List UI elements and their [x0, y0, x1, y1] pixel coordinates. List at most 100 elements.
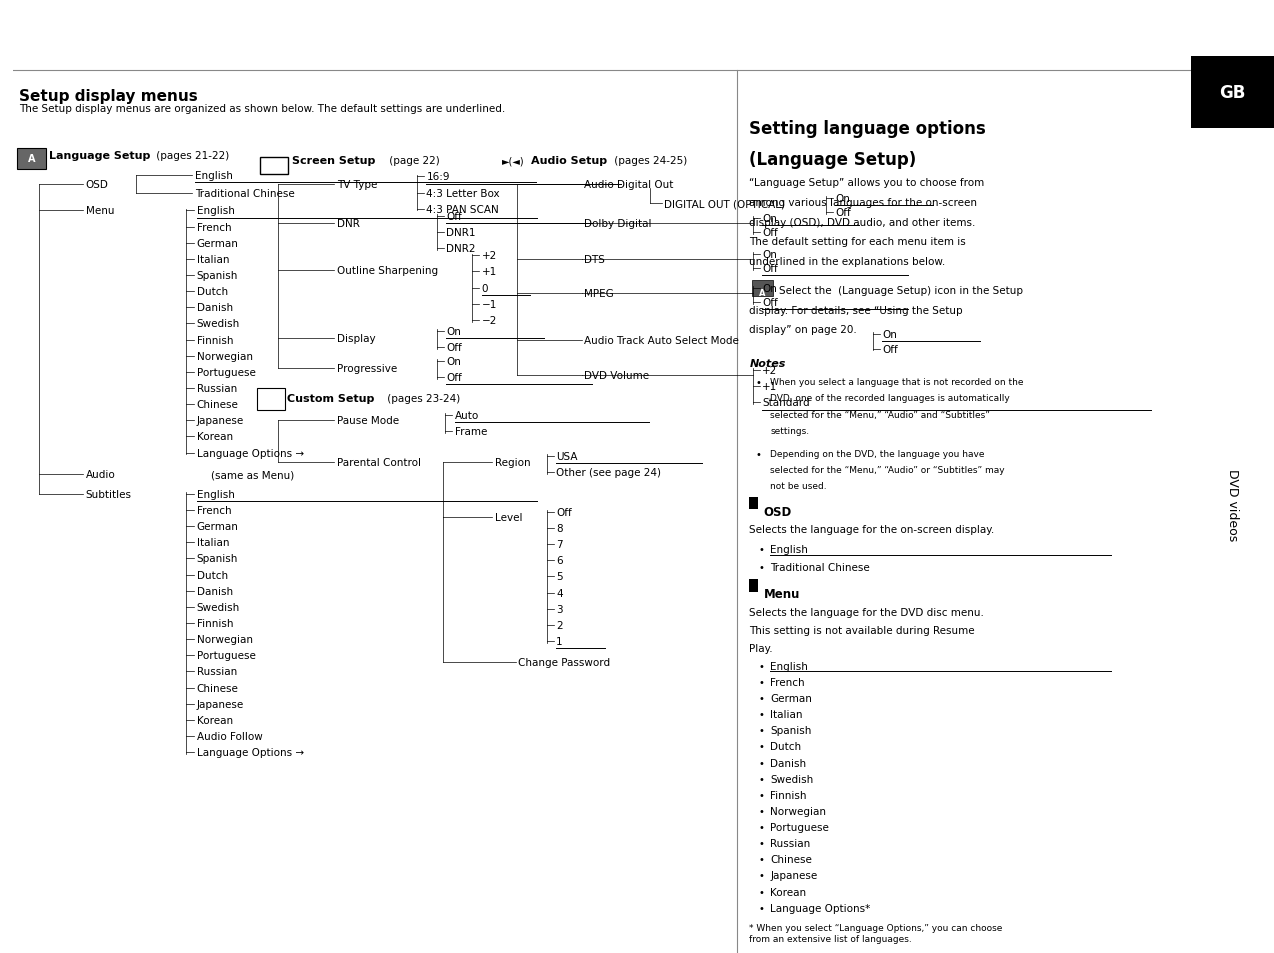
Text: Finnish: Finnish	[196, 618, 233, 628]
Text: “Language Setup” allows you to choose from: “Language Setup” allows you to choose fr…	[749, 178, 985, 188]
Text: 8: 8	[555, 523, 563, 534]
Text: underlined in the explanations below.: underlined in the explanations below.	[749, 257, 945, 267]
FancyBboxPatch shape	[752, 280, 773, 296]
Text: Off: Off	[555, 507, 572, 517]
Text: 16:9: 16:9	[427, 172, 450, 182]
Text: •: •	[759, 677, 764, 687]
Text: Audio Digital Out: Audio Digital Out	[585, 179, 674, 190]
Text: Language Options →: Language Options →	[196, 448, 303, 458]
Text: selected for the “Menu,” “Audio” and “Subtitles”: selected for the “Menu,” “Audio” and “Su…	[771, 410, 990, 419]
Text: English: English	[196, 489, 234, 499]
Text: Dutch: Dutch	[771, 741, 801, 752]
Text: Russian: Russian	[196, 667, 237, 677]
Text: Selects the language for the on-screen display.: Selects the language for the on-screen d…	[749, 525, 995, 535]
Text: •: •	[759, 693, 764, 703]
Text: •: •	[759, 871, 764, 881]
Text: 6: 6	[555, 556, 563, 566]
Text: Portuguese: Portuguese	[196, 651, 256, 660]
Text: On: On	[446, 326, 461, 336]
Text: Norwegian: Norwegian	[196, 635, 252, 644]
Text: GB: GB	[1219, 84, 1246, 102]
Text: not be used.: not be used.	[771, 482, 827, 491]
Text: Display: Display	[336, 334, 376, 343]
Text: −2: −2	[482, 315, 497, 326]
Text: This setting is not available during Resume: This setting is not available during Res…	[749, 625, 975, 635]
Text: On: On	[836, 193, 850, 204]
Text: 2: 2	[555, 620, 563, 630]
Text: ►(◄): ►(◄)	[502, 156, 525, 167]
Text: •: •	[759, 544, 764, 555]
Text: French: French	[771, 677, 805, 687]
Text: Finnish: Finnish	[771, 790, 806, 800]
Text: Traditional Chinese: Traditional Chinese	[771, 562, 870, 573]
Text: On: On	[446, 356, 461, 367]
Text: 7: 7	[555, 539, 563, 550]
Text: German: German	[196, 238, 238, 249]
Text: Off: Off	[446, 373, 462, 383]
Text: DVD videos: DVD videos	[1226, 469, 1240, 541]
Bar	[260, 157, 288, 174]
Text: DTS: DTS	[585, 254, 605, 265]
Text: On: On	[762, 250, 777, 259]
Text: Off: Off	[762, 264, 778, 274]
Text: Korean: Korean	[771, 886, 806, 897]
Text: English: English	[771, 661, 809, 671]
Text: •: •	[759, 822, 764, 832]
Text: Swedish: Swedish	[196, 602, 240, 612]
Text: A: A	[28, 153, 36, 163]
Text: Language Options*: Language Options*	[771, 902, 870, 913]
Text: 4: 4	[555, 588, 563, 598]
Text: OSD: OSD	[763, 505, 791, 518]
Text: Italian: Italian	[196, 254, 229, 265]
Text: Italian: Italian	[196, 537, 229, 548]
Text: Audio Track Auto Select Mode: Audio Track Auto Select Mode	[585, 335, 739, 345]
Text: Selects the language for the DVD disc menu.: Selects the language for the DVD disc me…	[749, 607, 984, 618]
Text: (pages 21-22): (pages 21-22)	[153, 152, 229, 161]
Text: Language Setup: Language Setup	[50, 152, 150, 161]
Text: Japanese: Japanese	[196, 416, 243, 426]
Text: •: •	[759, 741, 764, 752]
Text: Select the  (Language Setup) icon in the Setup: Select the (Language Setup) icon in the …	[778, 286, 1023, 295]
Text: Russian: Russian	[196, 384, 237, 394]
Text: among various languages for the on-screen: among various languages for the on-scree…	[749, 198, 977, 208]
Text: Portuguese: Portuguese	[771, 822, 829, 832]
Text: Auto: Auto	[455, 411, 479, 420]
Text: +2: +2	[762, 366, 777, 375]
Text: •: •	[759, 562, 764, 573]
Text: Italian: Italian	[771, 709, 803, 720]
Text: Chinese: Chinese	[196, 399, 238, 410]
Text: •: •	[759, 725, 764, 736]
Text: (same as Menu): (same as Menu)	[210, 470, 294, 479]
Text: On: On	[883, 330, 897, 340]
Text: (pages 23-24): (pages 23-24)	[383, 394, 460, 404]
Text: Danish: Danish	[196, 303, 233, 313]
Text: TV Type: TV Type	[336, 179, 377, 190]
Text: Level: Level	[494, 513, 522, 522]
Text: Finnish: Finnish	[196, 335, 233, 345]
Text: •: •	[755, 450, 761, 459]
Text: Pause Mode: Pause Mode	[336, 416, 399, 426]
Text: Change Password: Change Password	[519, 658, 610, 668]
Text: Traditional Chinese: Traditional Chinese	[195, 189, 296, 198]
Text: Off: Off	[446, 342, 462, 353]
Text: Off: Off	[762, 297, 778, 308]
Text: Audio Follow: Audio Follow	[196, 731, 262, 741]
Text: Screen Setup: Screen Setup	[292, 155, 376, 166]
Text: Language Options →: Language Options →	[196, 747, 303, 758]
Text: Audio: Audio	[85, 470, 116, 479]
FancyBboxPatch shape	[18, 149, 46, 170]
Text: Notes: Notes	[749, 358, 786, 368]
Text: •: •	[759, 806, 764, 816]
Text: Korean: Korean	[196, 432, 233, 442]
Bar	[749, 579, 758, 592]
Text: Swedish: Swedish	[196, 319, 240, 329]
Text: Japanese: Japanese	[196, 699, 243, 709]
Text: Audio Setup: Audio Setup	[531, 155, 608, 166]
Text: Chinese: Chinese	[196, 683, 238, 693]
Text: Progressive: Progressive	[336, 364, 397, 374]
Text: •: •	[759, 774, 764, 783]
Text: •: •	[759, 661, 764, 671]
Text: Spanish: Spanish	[196, 554, 238, 564]
Text: Play.: Play.	[749, 643, 773, 653]
Text: •: •	[759, 886, 764, 897]
